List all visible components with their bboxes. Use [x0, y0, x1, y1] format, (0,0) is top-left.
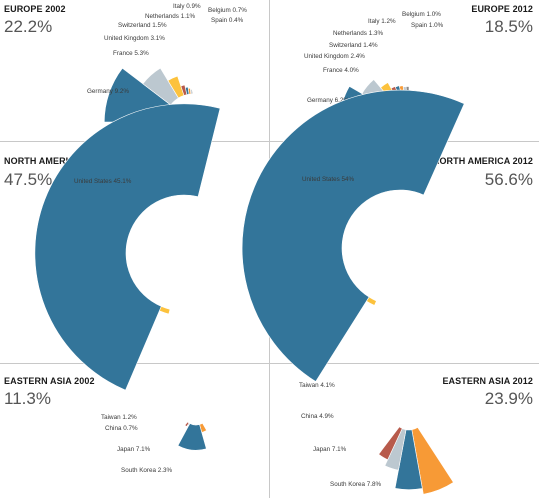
slice-united-states	[241, 89, 465, 382]
slice-label-switzerland: Switzerland 1.4%	[329, 42, 378, 49]
chart-2: Canada 2.4%United States 45.1%	[34, 103, 221, 391]
slice-label-united-kingdom: United Kingdom 2.4%	[304, 53, 365, 60]
slice-south-korea	[411, 427, 454, 495]
slice-label-south-korea: South Korea 7.8%	[330, 481, 382, 488]
panel-total-europe-2012: 18.5%	[484, 17, 533, 36]
chart-4: South Korea 2.3% Japan 7.1% China 0.7% Taiw…	[101, 414, 207, 474]
panel-total-europe-2002: 22.2%	[4, 17, 53, 36]
slice-spain	[191, 91, 194, 95]
slice-italy	[187, 87, 192, 95]
slice-label-germany: Germany 9.2%	[87, 88, 129, 95]
slice-japan	[177, 423, 207, 451]
slice-label-netherlands: Netherlands 1.3%	[333, 30, 383, 37]
slice-taiwan	[184, 421, 190, 427]
slice-label-china: China 4.9%	[301, 413, 334, 420]
panel-title-europe-2012: EUROPE 2012	[471, 4, 533, 14]
slice-label-china: China 0.7%	[105, 425, 138, 432]
chart-0: Germany 9.2% France 5.3% United Kingdom 3.…	[87, 3, 247, 123]
panel-title-eastern-asia-2002: EASTERN ASIA 2002	[4, 376, 95, 386]
panel-title-north-america-2012: NORTH AMERICA 2012	[432, 156, 533, 166]
slice-label-germany: Germany 6.2%	[307, 97, 349, 104]
slice-label-japan: Japan 7.1%	[117, 446, 151, 453]
panel-total-north-america-2012: 56.6%	[484, 170, 533, 189]
slice-label-italy: Italy 1.2%	[368, 18, 396, 25]
slice-label-belgium: Belgium 0.7%	[208, 7, 247, 14]
panel-total-north-america-2002: 47.5%	[4, 170, 53, 189]
panel-total-eastern-asia-2002: 11.3%	[4, 389, 51, 408]
slice-france	[142, 67, 179, 106]
horizontal-divider-top	[0, 141, 539, 142]
slice-label-spain: Spain 1.0%	[411, 22, 444, 29]
panel-total-eastern-asia-2012: 23.9%	[484, 389, 533, 408]
slice-label-taiwan: Taiwan 4.1%	[299, 382, 335, 389]
slice-label-italy: Italy 0.9%	[173, 3, 201, 10]
chart-3: Canada 2.6%United States 54%	[241, 89, 465, 382]
slice-label-spain: Spain 0.4%	[211, 17, 244, 24]
slice-label-france: France 4.0%	[323, 67, 359, 74]
panel-title-europe-2002: EUROPE 2002	[4, 4, 66, 14]
slice-label-united-states: United States 54%	[302, 176, 355, 183]
slice-belgium	[190, 89, 193, 95]
slice-label-netherlands: Netherlands 1.1%	[145, 13, 195, 20]
slice-united-kingdom	[167, 75, 185, 99]
slice-label-belgium: Belgium 1.0%	[402, 11, 441, 18]
slice-china	[384, 428, 407, 471]
panel-title-eastern-asia-2012: EASTERN ASIA 2012	[442, 376, 533, 386]
slice-label-taiwan: Taiwan 1.2%	[101, 414, 137, 421]
slice-label-japan: Japan 7.1%	[313, 446, 347, 453]
slice-label-switzerland: Switzerland 1.5%	[118, 22, 167, 29]
slice-united-states	[34, 103, 221, 391]
slice-label-united-kingdom: United Kingdom 3.1%	[104, 35, 165, 42]
slice-label-south-korea: South Korea 2.3%	[121, 467, 173, 474]
horizontal-divider-bottom	[0, 363, 539, 364]
slice-label-france: France 5.3%	[113, 50, 149, 57]
slice-label-united-states: United States 45.1%	[74, 178, 132, 185]
slice-japan	[394, 429, 423, 490]
panel-title-north-america-2002: NORTH AMERICA 2002	[4, 156, 105, 166]
slice-switzerland	[180, 84, 188, 96]
chart-5: South Korea 7.8% Japan 7.1% China 4.9% Taiw…	[299, 382, 454, 495]
slice-taiwan	[378, 426, 403, 461]
